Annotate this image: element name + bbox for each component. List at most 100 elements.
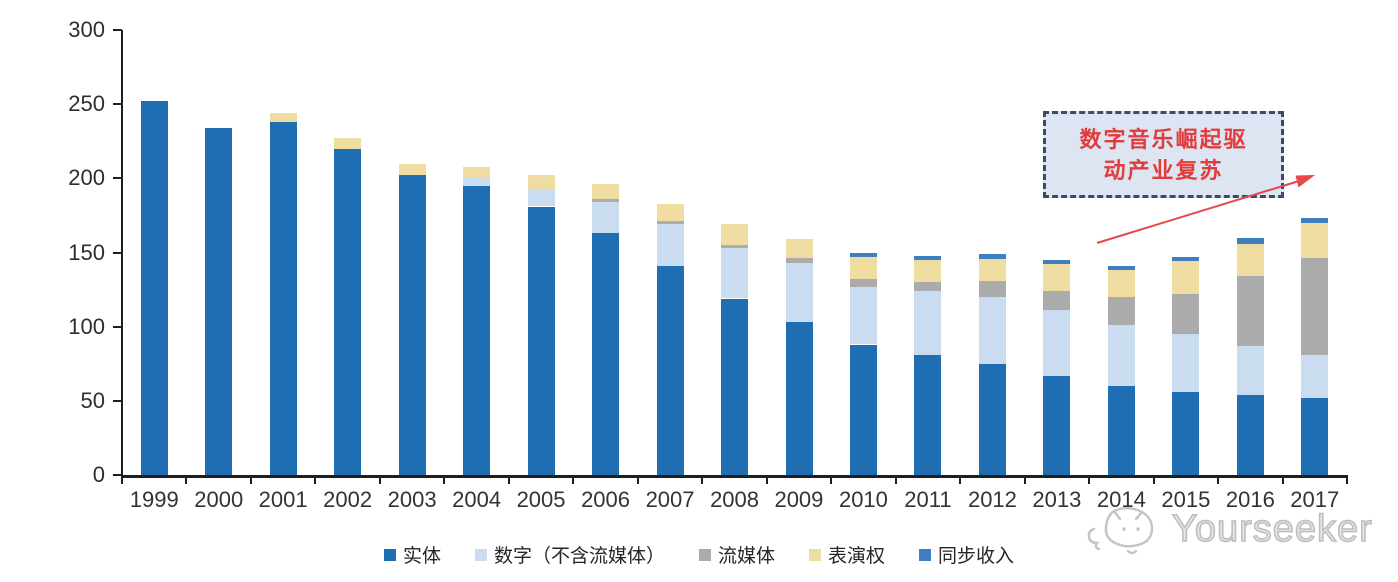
x-tick-8 bbox=[636, 475, 639, 484]
bar-2014-streaming bbox=[1107, 297, 1135, 326]
legend-swatch-performance-rights bbox=[809, 548, 821, 561]
bar-2009-streaming bbox=[785, 258, 813, 263]
y-tick-50 bbox=[113, 399, 122, 402]
bar-2015-physical bbox=[1172, 391, 1200, 475]
legend-swatch-streaming bbox=[698, 548, 711, 561]
x-label-2009: 2009 bbox=[774, 487, 824, 512]
bar-2011-physical bbox=[914, 354, 942, 476]
x-tick-10 bbox=[765, 475, 768, 484]
bar-2010-digital-excl-streaming bbox=[849, 286, 877, 345]
bar-2003-physical bbox=[398, 175, 426, 475]
bar-2001-performance-rights bbox=[269, 113, 297, 122]
bar-2017-performance-rights bbox=[1301, 222, 1329, 259]
x-tick-0 bbox=[121, 475, 123, 484]
y-tick-250 bbox=[113, 103, 122, 106]
bar-2013-sync-revenue bbox=[1043, 259, 1071, 265]
bar-2008-physical bbox=[721, 298, 748, 475]
x-label-2012: 2012 bbox=[967, 487, 1017, 512]
chart-legend: 实体 数字（不含流媒体） 流媒体 表演权 同步收入 bbox=[0, 541, 1398, 568]
x-tick-2 bbox=[249, 475, 252, 484]
legend-label-physical: 实体 bbox=[402, 546, 441, 567]
y-tick-0 bbox=[113, 474, 122, 476]
bar-2014-digital-excl-streaming bbox=[1107, 325, 1135, 386]
y-axis-line bbox=[121, 30, 123, 477]
bar-2008-performance-rights bbox=[721, 224, 748, 246]
annotation-text-line2: 动产业复苏 bbox=[1103, 157, 1224, 183]
bar-2016-physical bbox=[1236, 394, 1264, 475]
legend-swatch-sync-revenue bbox=[919, 548, 932, 561]
bar-2002-performance-rights bbox=[334, 138, 362, 149]
legend-label-sync-revenue: 同步收入 bbox=[938, 546, 1015, 567]
legend-swatch-digital-excl-streaming bbox=[474, 548, 487, 561]
bar-2001-physical bbox=[269, 122, 297, 475]
bar-2010-streaming bbox=[849, 279, 877, 287]
x-tick-13 bbox=[959, 475, 962, 484]
x-label-2001: 2001 bbox=[258, 487, 308, 512]
bar-2006-streaming bbox=[592, 199, 620, 203]
bar-2016-sync-revenue bbox=[1236, 237, 1264, 244]
bar-2003-performance-rights bbox=[398, 163, 426, 176]
bar-2007-performance-rights bbox=[656, 203, 684, 222]
x-tick-18 bbox=[1281, 475, 1284, 484]
x-label-2011: 2011 bbox=[904, 487, 952, 512]
bar-2005-physical bbox=[527, 206, 555, 475]
x-label-2003: 2003 bbox=[387, 487, 437, 512]
y-tick-300 bbox=[113, 29, 122, 31]
bar-2007-physical bbox=[656, 265, 684, 476]
bar-2000-physical bbox=[205, 127, 233, 475]
x-tick-17 bbox=[1217, 475, 1220, 484]
x-label-2002: 2002 bbox=[323, 487, 373, 512]
y-tick-200 bbox=[113, 177, 122, 180]
bar-2016-streaming bbox=[1236, 276, 1264, 346]
bar-2015-streaming bbox=[1172, 294, 1200, 335]
legend-item-physical: 实体 bbox=[383, 541, 441, 568]
legend-item-digital-excl-streaming: 数字（不含流媒体） bbox=[474, 541, 665, 568]
bar-2009-physical bbox=[785, 322, 813, 475]
bar-2013-physical bbox=[1043, 375, 1071, 475]
bar-2017-digital-excl-streaming bbox=[1301, 354, 1329, 398]
x-label-2000: 2000 bbox=[194, 487, 244, 512]
x-label-2017: 2017 bbox=[1290, 487, 1340, 512]
x-tick-1 bbox=[185, 475, 188, 484]
y-label-150: 150 bbox=[68, 239, 105, 265]
bar-2010-performance-rights bbox=[849, 257, 877, 280]
bar-2011-digital-excl-streaming bbox=[914, 291, 942, 355]
x-tick-19 bbox=[1346, 475, 1348, 484]
bar-2005-digital-excl-streaming bbox=[527, 190, 555, 207]
bar-1999-physical bbox=[140, 101, 168, 475]
y-label-50: 50 bbox=[80, 387, 105, 413]
x-tick-6 bbox=[507, 475, 510, 484]
bar-2013-streaming bbox=[1043, 291, 1071, 311]
legend-item-performance-rights: 表演权 bbox=[809, 541, 885, 568]
y-label-250: 250 bbox=[68, 91, 105, 117]
x-label-2004: 2004 bbox=[452, 487, 502, 512]
legend-item-sync-revenue: 同步收入 bbox=[919, 541, 1014, 568]
x-label-2008: 2008 bbox=[710, 487, 760, 512]
x-tick-3 bbox=[314, 475, 317, 484]
x-tick-5 bbox=[443, 475, 446, 484]
legend-swatch-physical bbox=[383, 548, 396, 561]
bar-2011-performance-rights bbox=[914, 259, 942, 283]
bar-2012-digital-excl-streaming bbox=[978, 297, 1006, 364]
y-label-300: 300 bbox=[68, 17, 105, 42]
x-tick-4 bbox=[378, 475, 381, 484]
legend-label-digital-excl-streaming: 数字（不含流媒体） bbox=[493, 546, 665, 567]
y-label-100: 100 bbox=[68, 313, 105, 339]
bar-2012-streaming bbox=[978, 280, 1006, 297]
bar-2014-physical bbox=[1107, 386, 1135, 475]
annotation-text-line1: 数字音乐崛起驱 bbox=[1079, 126, 1248, 152]
bar-2007-streaming bbox=[656, 221, 684, 225]
x-tick-12 bbox=[894, 475, 897, 484]
bar-2004-physical bbox=[463, 185, 491, 476]
x-tick-14 bbox=[1023, 475, 1026, 484]
x-tick-9 bbox=[701, 475, 704, 484]
bar-2017-physical bbox=[1301, 397, 1329, 475]
bar-2016-digital-excl-streaming bbox=[1236, 345, 1264, 395]
bar-2006-physical bbox=[592, 233, 620, 475]
bar-2008-streaming bbox=[721, 245, 748, 249]
x-tick-7 bbox=[572, 475, 575, 484]
bar-2004-digital-excl-streaming bbox=[463, 178, 491, 186]
bar-2012-physical bbox=[978, 363, 1006, 476]
bar-2013-digital-excl-streaming bbox=[1043, 310, 1071, 376]
